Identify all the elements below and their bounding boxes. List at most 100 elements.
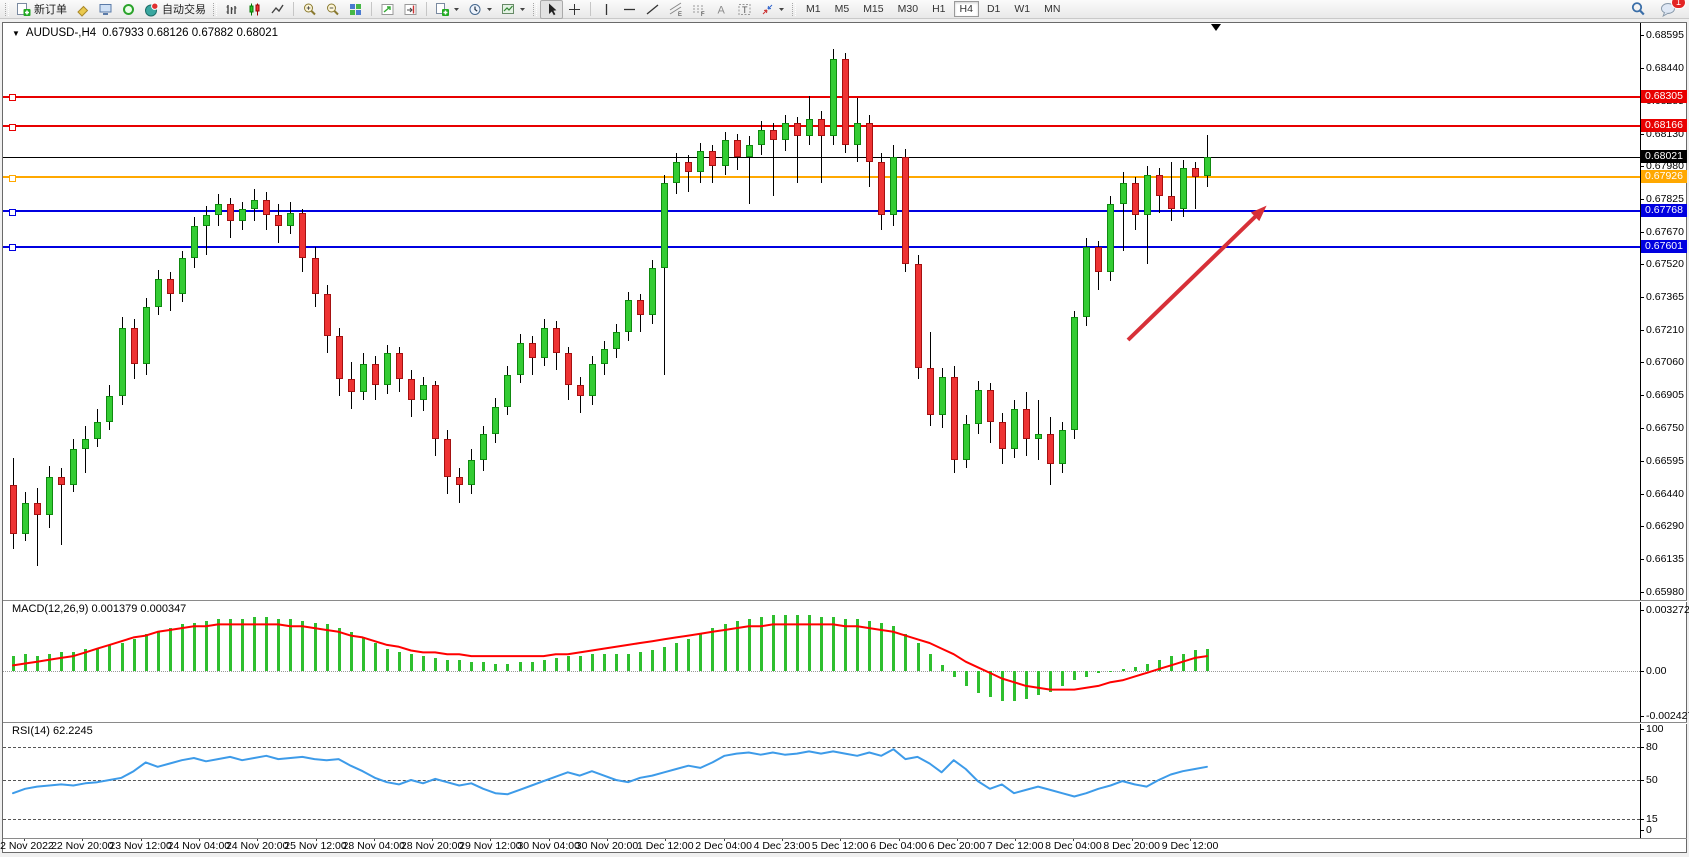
auto-scroll-button[interactable] — [376, 0, 399, 19]
candlestick-chart-button[interactable] — [243, 0, 266, 19]
candle-body — [697, 151, 705, 173]
timeframe-button-M1[interactable]: M1 — [806, 3, 821, 15]
auto-scroll-icon — [380, 2, 395, 17]
price-axis-tickmark — [1640, 232, 1644, 234]
crosshair-tool-button[interactable] — [563, 0, 586, 19]
level-line[interactable] — [3, 210, 1640, 213]
timeline-tickmark — [956, 838, 958, 841]
candle-body — [1203, 157, 1211, 176]
terminal-button[interactable] — [94, 0, 117, 19]
template-dropdown[interactable] — [497, 0, 530, 19]
macd-histogram-bar — [1012, 671, 1016, 701]
tile-windows-button[interactable] — [344, 0, 367, 19]
level-line-handle[interactable] — [9, 208, 16, 216]
timeframe-button-H1[interactable]: H1 — [932, 3, 946, 15]
pane-divider[interactable] — [3, 601, 1687, 602]
equidistant-channel-tool[interactable]: E — [664, 0, 687, 19]
macd-histogram-bar — [229, 618, 233, 671]
arrows-dropdown[interactable] — [756, 0, 789, 19]
zoom-in-button[interactable] — [298, 0, 321, 19]
horizontal-line-tool[interactable] — [618, 0, 641, 19]
timeline-label: 30 Nov 20:00 — [575, 840, 639, 852]
candle-wick — [748, 136, 750, 205]
macd-zero-line — [3, 671, 1640, 672]
macd-histogram-bar — [48, 654, 52, 671]
macd-histogram-bar — [289, 618, 293, 671]
chart-shift-marker[interactable] — [1211, 24, 1221, 31]
search-button[interactable] — [1626, 0, 1650, 19]
macd-histogram-bar — [1133, 667, 1137, 671]
candle-wick — [459, 468, 461, 503]
text-label-tool[interactable]: T — [733, 0, 756, 19]
level-line-handle[interactable] — [9, 123, 16, 131]
toolbar-grip[interactable] — [792, 2, 796, 16]
timeline-tickmark — [198, 838, 200, 841]
level-line[interactable] — [3, 245, 1640, 248]
timeline-label: 8 Dec 20:00 — [1103, 840, 1160, 852]
macd-axis-tickmark — [1640, 671, 1644, 672]
cursor-tool-button[interactable] — [540, 0, 563, 19]
period-dropdown[interactable] — [464, 0, 497, 19]
candle-body — [251, 200, 259, 209]
level-line-handle[interactable] — [9, 244, 16, 252]
price-axis-tick: 0.67060 — [1646, 355, 1684, 368]
macd-values: 0.001379 0.000347 — [91, 603, 187, 615]
toolbar-grip[interactable] — [213, 2, 217, 16]
toolbar-grip[interactable] — [5, 2, 9, 16]
pane-divider[interactable] — [3, 723, 1687, 724]
collapse-triangle-icon[interactable]: ▼ — [12, 28, 20, 38]
new-chart-dropdown[interactable] — [431, 0, 464, 19]
chart-window[interactable] — [2, 22, 1687, 853]
pane-divider[interactable] — [3, 722, 1687, 723]
price-level-label: 0.67768 — [1641, 204, 1687, 218]
toolbar-separator — [426, 2, 427, 16]
eraser-button[interactable] — [71, 0, 94, 19]
macd-histogram-bar — [470, 661, 474, 671]
chart-shift-button[interactable] — [399, 0, 422, 19]
autotrade-button[interactable]: 自动交易 — [140, 0, 210, 19]
horizontal-line-icon — [622, 2, 637, 17]
timeframe-button-H4[interactable]: H4 — [953, 1, 979, 17]
signal-button[interactable] — [117, 0, 140, 19]
level-line-handle[interactable] — [9, 174, 16, 182]
level-line[interactable] — [3, 95, 1640, 98]
timeline-label: 28 Nov 20:00 — [400, 840, 464, 852]
trendline-tool[interactable] — [641, 0, 664, 19]
candle-body — [1179, 168, 1187, 209]
timeframe-button-M15[interactable]: M15 — [863, 3, 884, 15]
timeline-tickmark — [257, 838, 259, 841]
timeframe-button-D1[interactable]: D1 — [986, 3, 1001, 15]
macd-histogram-bar — [1000, 671, 1004, 701]
new-order-button[interactable]: 新订单 — [12, 0, 71, 19]
toolbar-grip[interactable] — [533, 2, 537, 16]
timeframe-button-MN[interactable]: MN — [1044, 3, 1061, 15]
macd-histogram-bar — [1073, 671, 1077, 681]
bar-chart-button[interactable] — [220, 0, 243, 19]
vertical-line-tool[interactable] — [595, 0, 618, 19]
macd-axis-tickmark — [1640, 716, 1644, 718]
timeframe-button-M30[interactable]: M30 — [897, 3, 919, 15]
candle-body — [998, 421, 1006, 450]
notifications-button[interactable]: 1 — [1656, 0, 1686, 19]
svg-text:A: A — [718, 4, 726, 16]
candle-wick — [664, 174, 666, 375]
line-chart-button[interactable] — [266, 0, 289, 19]
chevron-down-icon — [779, 7, 784, 11]
fibonacci-tool[interactable]: F — [687, 0, 710, 19]
trend-arrow-head — [1250, 205, 1267, 222]
candle-body — [178, 257, 186, 294]
candle-body — [721, 140, 729, 166]
level-line-handle[interactable] — [9, 94, 16, 102]
candle-body — [70, 449, 78, 486]
candle-body — [383, 353, 391, 386]
pane-divider[interactable] — [3, 600, 1687, 601]
macd-histogram-bar — [663, 646, 667, 671]
timeframe-button-M5[interactable]: M5 — [834, 3, 850, 15]
candle-body — [974, 389, 982, 424]
text-tool[interactable]: A — [710, 0, 733, 19]
chart-shift-icon — [403, 2, 418, 17]
zoom-out-button[interactable] — [321, 0, 344, 19]
price-axis-tickmark — [1640, 461, 1644, 462]
timeframe-button-W1[interactable]: W1 — [1014, 3, 1031, 15]
